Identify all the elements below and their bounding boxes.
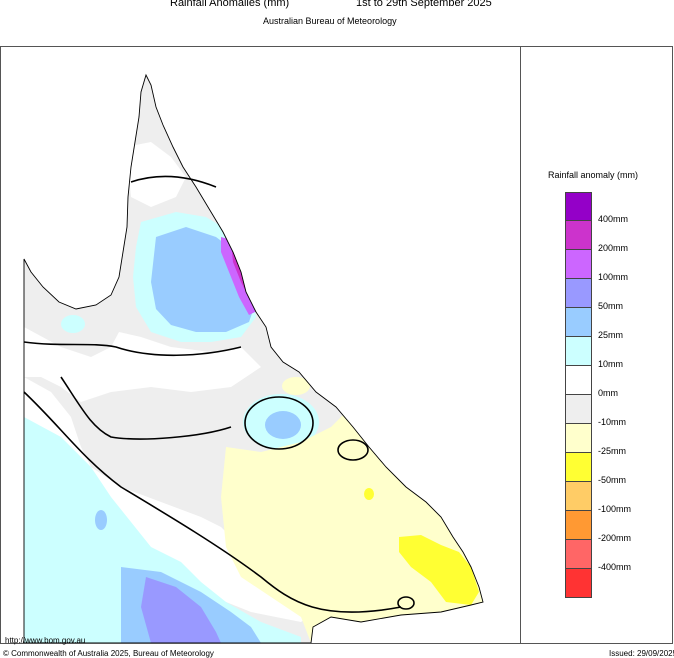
legend-label: 100mm xyxy=(598,272,629,282)
contour-ring-east xyxy=(337,439,369,461)
anomaly-zone-0-north xyxy=(24,327,261,402)
copyright-text: © Commonwealth of Australia 2025, Bureau… xyxy=(3,649,214,658)
anomaly-zone-minus25-southeast xyxy=(221,407,483,643)
map-period: 1st to 29th September 2025 xyxy=(356,0,492,9)
legend-label: -400mm xyxy=(598,562,632,572)
legend-swatch xyxy=(565,192,592,221)
legend-swatch xyxy=(565,424,592,453)
map-frame xyxy=(0,46,673,644)
legend-swatch xyxy=(565,308,592,337)
source-url: http://www.bom.gov.au xyxy=(5,636,86,645)
contour-ring-central xyxy=(244,396,314,450)
legend-label: -25mm xyxy=(598,446,627,456)
legend-swatch xyxy=(565,482,592,511)
anomaly-zone-50-south xyxy=(141,577,221,643)
legend-scale xyxy=(565,192,592,598)
legend-swatch xyxy=(565,279,592,308)
legend-swatch xyxy=(565,453,592,482)
legend-label: -100mm xyxy=(598,504,632,514)
issued-date: Issued: 29/09/2025 xyxy=(609,649,674,658)
title-row: Rainfall Anomalies (mm) 1st to 29th Sept… xyxy=(0,0,674,14)
anomaly-zone-minus50-southeast xyxy=(399,535,479,605)
anomaly-zone-0-cape xyxy=(126,142,186,207)
queensland-rainfall-map xyxy=(23,73,484,643)
legend-label: 25mm xyxy=(598,330,624,340)
anomaly-zone-10-southwest xyxy=(24,417,301,643)
legend-swatch xyxy=(565,540,592,569)
contour-line-mid xyxy=(60,376,232,440)
legend-swatch xyxy=(565,250,592,279)
anomaly-zone-minus25-spot1 xyxy=(288,345,306,357)
legend-title: Rainfall anomaly (mm) xyxy=(548,170,639,180)
anomaly-zone-25-central xyxy=(265,411,301,439)
anomaly-zone-minus50-spot xyxy=(364,488,374,500)
anomaly-zone-25-west-spot xyxy=(95,510,107,530)
legend-swatch xyxy=(565,395,592,424)
contour-line-cape xyxy=(130,175,217,188)
legend-swatch xyxy=(565,366,592,395)
contour-ring-southeast xyxy=(397,596,415,610)
contour-line-southwest xyxy=(23,391,402,613)
queensland-outline xyxy=(23,73,484,643)
legend-label: -10mm xyxy=(598,417,627,427)
legend-swatch xyxy=(565,221,592,250)
legend-label: -50mm xyxy=(598,475,627,485)
legend-label: 400mm xyxy=(598,214,629,224)
map-subtitle: Australian Bureau of Meteorology xyxy=(263,16,397,26)
anomaly-zone-10-west-spot xyxy=(61,315,85,333)
legend-divider xyxy=(520,46,521,644)
map-title: Rainfall Anomalies (mm) xyxy=(170,0,290,9)
legend-label: 50mm xyxy=(598,301,624,311)
legend-swatch xyxy=(565,337,592,366)
anomaly-zone-minus25-spot2 xyxy=(282,377,310,395)
legend-label: 200mm xyxy=(598,243,629,253)
legend-swatch xyxy=(565,511,592,540)
legend-label: 10mm xyxy=(598,359,624,369)
contour-line-north xyxy=(23,341,242,357)
legend-label: -200mm xyxy=(598,533,632,543)
legend-swatch xyxy=(565,569,592,598)
legend-label: 0mm xyxy=(598,388,618,398)
